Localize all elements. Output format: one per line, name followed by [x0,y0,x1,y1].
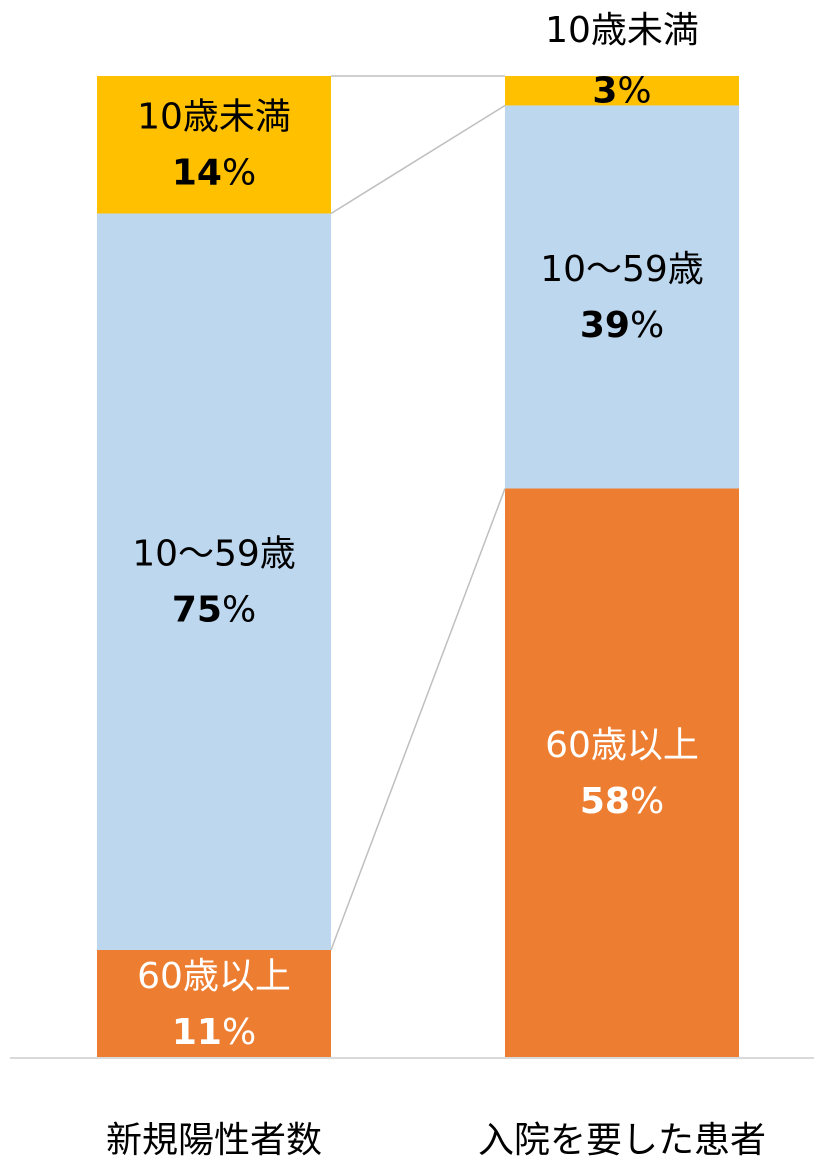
value-unit: % [222,153,256,194]
value-label: 14% [172,153,256,194]
value-label: 75% [172,590,256,631]
value-number: 14 [172,153,222,194]
value-unit: % [630,781,664,822]
value-unit: % [630,305,664,346]
bar-segment [505,105,739,489]
value-unit: % [617,71,651,112]
value-label: 58% [580,781,664,822]
connector-line [330,104,506,215]
bar-segment [505,76,739,106]
value-unit: % [222,590,256,631]
value-number: 75 [172,590,222,631]
value-label: 3% [592,71,651,112]
segment-name: 60歳以上 [545,725,699,766]
segment-name: 10歳未満 [137,97,291,138]
value-label: 11% [172,1012,256,1053]
bar-segment [505,488,739,1058]
x-tick-label: 入院を要した患者 [478,1120,766,1161]
bar-segment [97,76,331,214]
segment-name: 10～59歳 [132,534,296,575]
x-tick-label: 新規陽性者数 [106,1120,322,1161]
segment-name: 10～59歳 [540,249,704,290]
value-number: 3 [592,71,617,112]
connector-line [330,488,506,951]
value-number: 39 [580,305,630,346]
bar-segment [97,949,331,1058]
segment-name: 60歳以上 [137,956,291,997]
bar-segment [97,213,331,950]
value-label: 39% [580,305,664,346]
value-unit: % [222,1012,256,1053]
segment-name: 10歳未満 [545,10,699,51]
value-number: 11 [172,1012,222,1053]
value-number: 58 [580,781,630,822]
